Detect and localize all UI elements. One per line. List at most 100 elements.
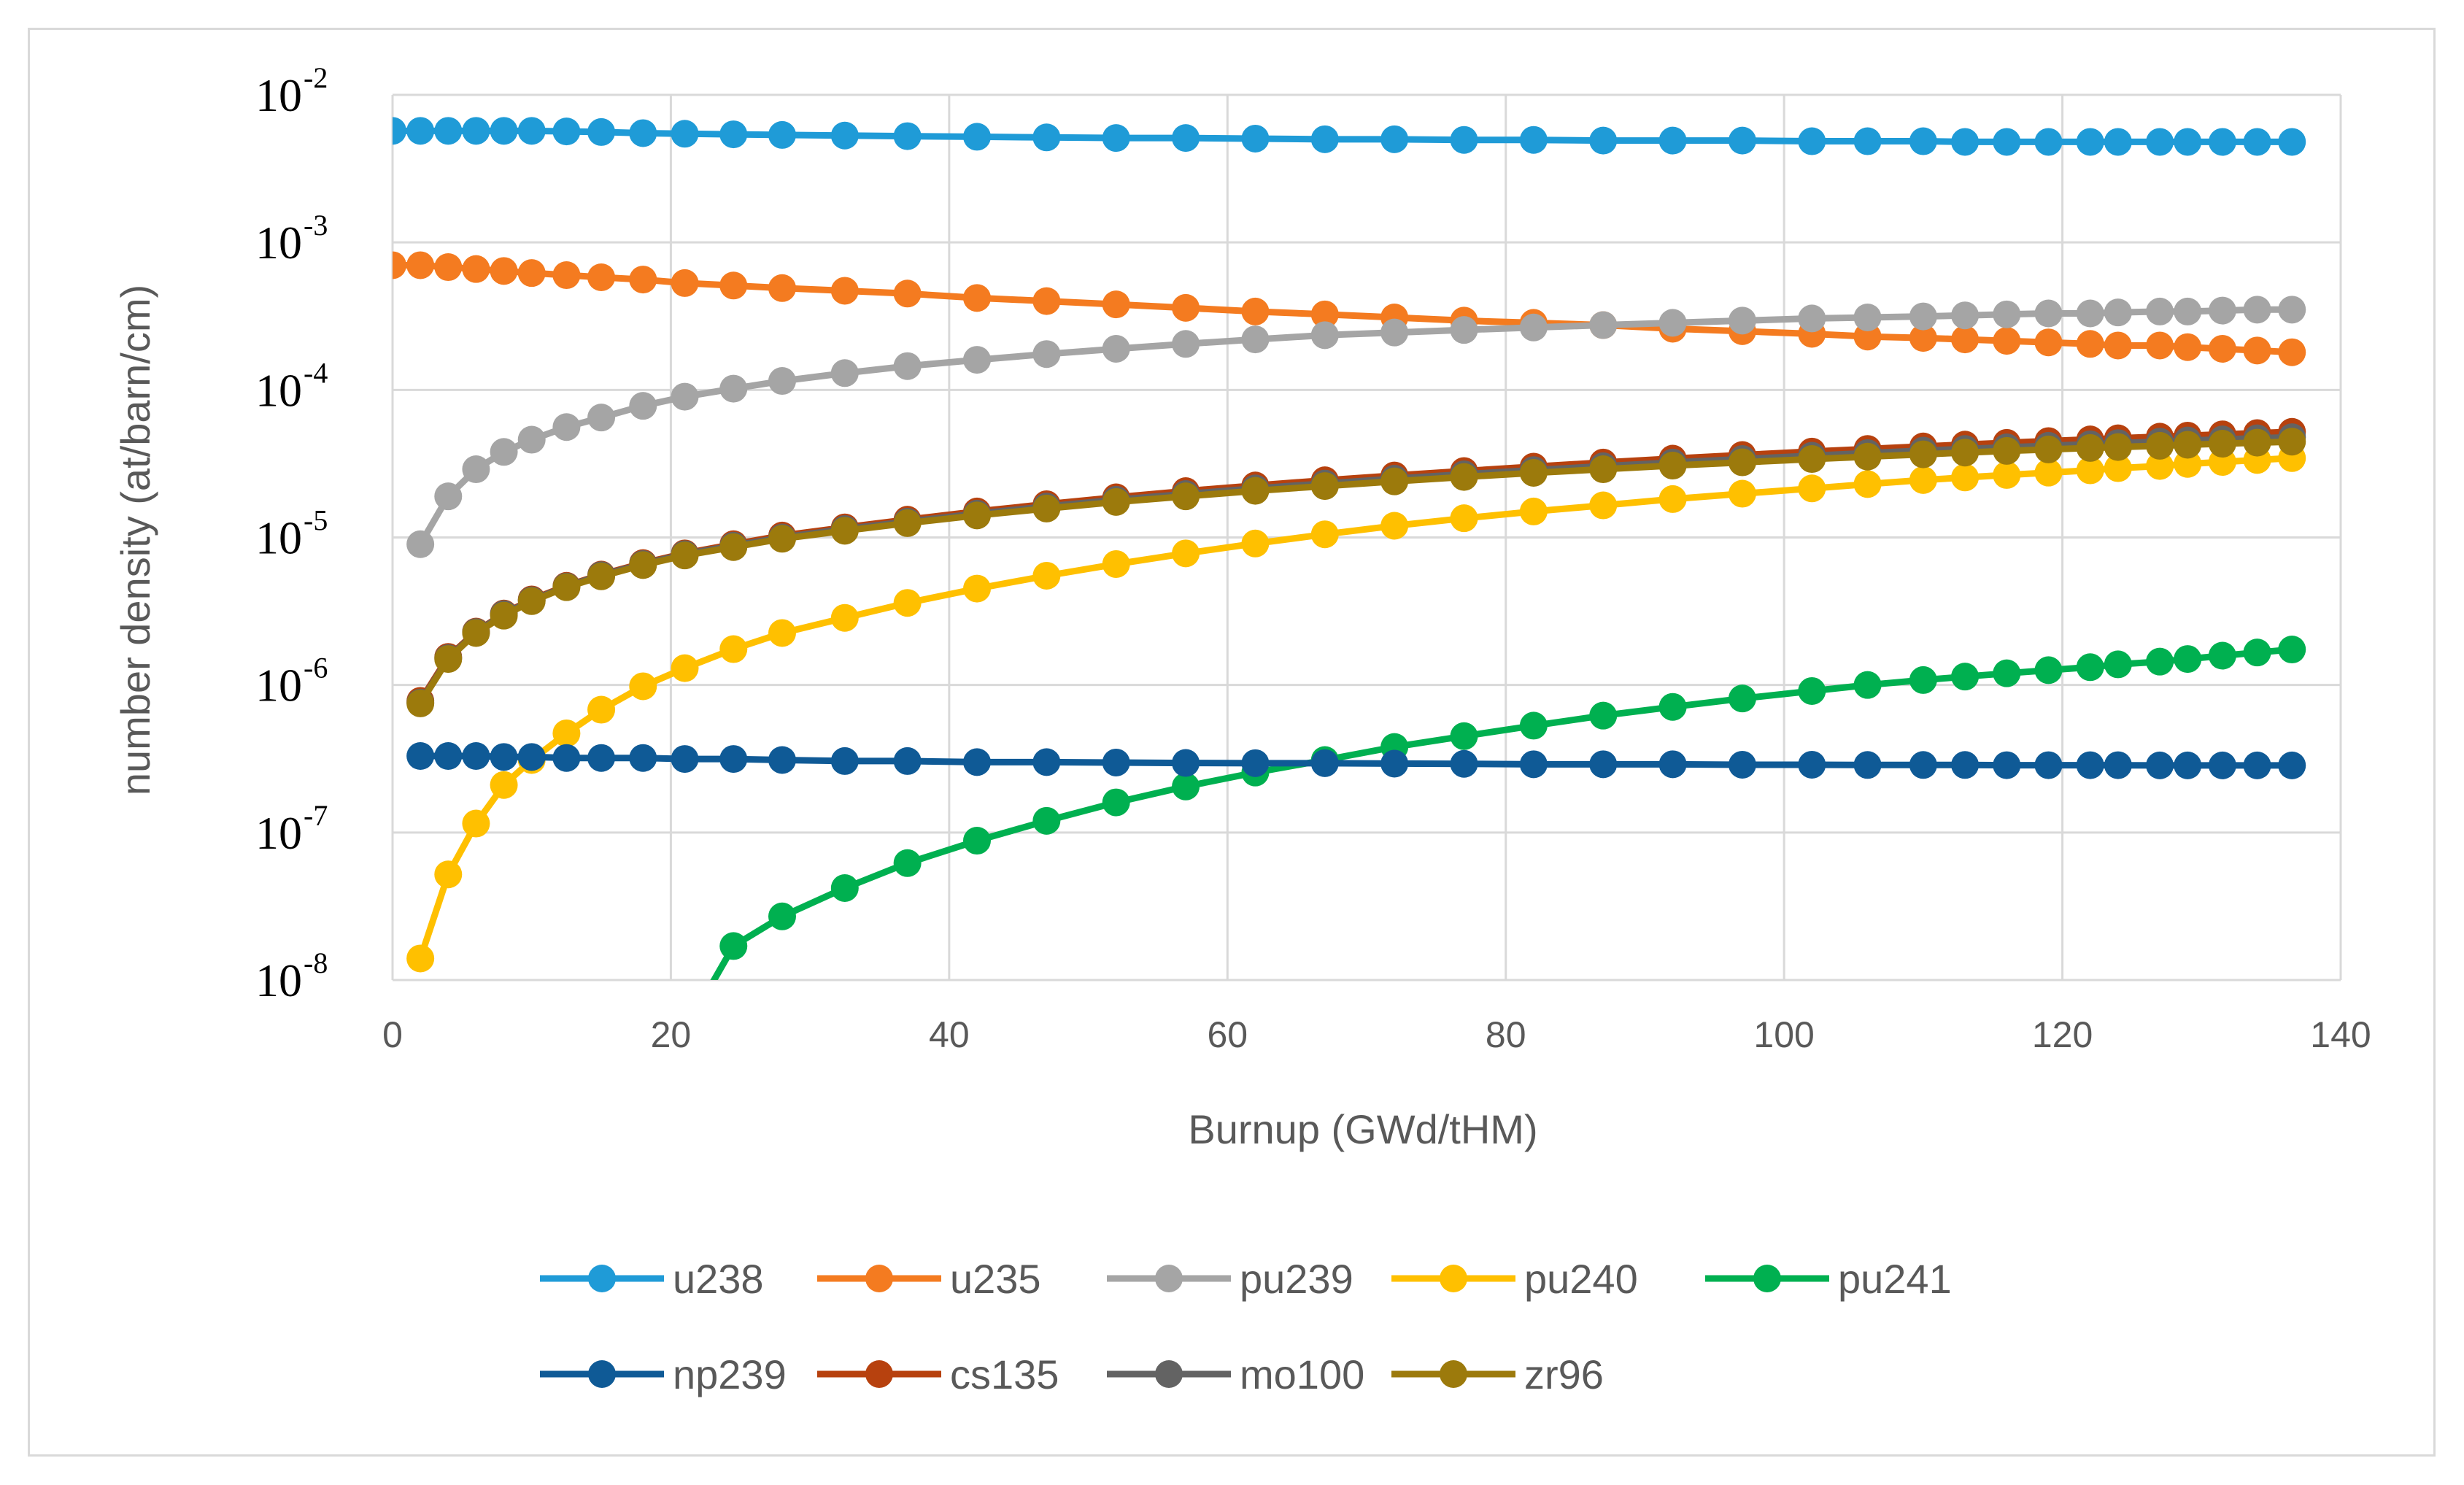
- legend-marker: [865, 1360, 893, 1388]
- y-tick-exponent: -4: [304, 356, 328, 389]
- data-point-zr96: [1519, 459, 1548, 487]
- data-point-pu240: [671, 654, 699, 682]
- data-point-u238: [768, 120, 796, 149]
- y-axis-ticks: 10-210-310-410-510-610-710-8: [255, 61, 328, 1006]
- data-point-zr96: [963, 501, 991, 530]
- data-point-u238: [1519, 126, 1548, 154]
- data-point-u238: [2278, 128, 2306, 156]
- data-point-zr96: [629, 551, 657, 579]
- x-tick-label: 140: [2310, 1014, 2371, 1055]
- data-point-pu241: [2243, 639, 2271, 667]
- data-point-u238: [2243, 128, 2271, 156]
- y-tick-exponent: -7: [304, 799, 328, 832]
- data-point-zr96: [2034, 435, 2063, 463]
- data-point-pu241: [2174, 645, 2202, 674]
- data-point-pu240: [587, 695, 616, 724]
- data-point-np239: [719, 745, 748, 774]
- data-point-pu239: [2104, 298, 2132, 327]
- legend-label: u238: [673, 1256, 764, 1302]
- data-point-u235: [587, 263, 616, 291]
- data-point-u235: [1241, 297, 1270, 325]
- data-point-pu239: [552, 413, 581, 441]
- data-point-u238: [1728, 126, 1756, 155]
- data-point-u235: [2174, 333, 2202, 361]
- data-point-pu240: [434, 860, 463, 889]
- data-point-u238: [671, 120, 699, 148]
- y-tick-base: 10: [255, 69, 302, 121]
- data-point-pu239: [719, 374, 748, 403]
- data-point-u238: [1032, 123, 1061, 152]
- data-point-pu240: [768, 619, 796, 647]
- data-point-pu239: [2208, 296, 2236, 325]
- data-point-pu240: [629, 672, 657, 701]
- data-point-pu241: [1951, 663, 1980, 691]
- legend-item-u235: u235: [817, 1256, 1041, 1302]
- data-point-pu241: [1658, 693, 1687, 721]
- legend-marker: [1155, 1360, 1183, 1388]
- data-point-u235: [2278, 338, 2306, 366]
- data-point-np239: [2146, 751, 2174, 779]
- data-point-np239: [490, 743, 518, 771]
- data-point-np239: [671, 745, 699, 774]
- data-point-np239: [1102, 748, 1130, 776]
- data-point-zr96: [434, 645, 463, 674]
- data-point-np239: [2208, 751, 2236, 779]
- data-point-pu239: [1450, 316, 1478, 344]
- data-point-pu239: [1951, 301, 1980, 330]
- data-point-pu241: [1450, 722, 1478, 750]
- data-point-pu240: [830, 603, 859, 632]
- data-point-pu240: [2174, 450, 2202, 478]
- data-point-u238: [517, 117, 546, 145]
- data-point-u238: [1853, 127, 1882, 155]
- data-point-zr96: [1798, 445, 1826, 474]
- data-point-pu240: [893, 589, 922, 617]
- data-point-pu239: [1172, 330, 1200, 358]
- data-point-u235: [1310, 300, 1339, 328]
- legend-item-mo100: mo100: [1107, 1351, 1364, 1397]
- data-point-u235: [406, 251, 435, 279]
- data-point-u238: [1450, 126, 1478, 154]
- data-point-u238: [587, 117, 616, 146]
- data-point-np239: [2076, 751, 2104, 779]
- data-point-np239: [1589, 750, 1618, 779]
- data-point-u235: [893, 279, 922, 308]
- data-point-zr96: [1728, 448, 1756, 477]
- data-point-pu239: [1993, 300, 2021, 328]
- data-point-pu241: [1798, 676, 1826, 705]
- data-point-u238: [2104, 128, 2132, 156]
- data-point-np239: [1658, 750, 1687, 779]
- data-point-np239: [1380, 749, 1409, 778]
- data-point-u235: [1102, 290, 1130, 319]
- data-point-zr96: [587, 562, 616, 590]
- data-point-u238: [490, 117, 518, 145]
- data-point-np239: [830, 747, 859, 775]
- data-point-pu240: [1310, 520, 1339, 549]
- y-tick-base: 10: [255, 364, 302, 416]
- data-point-np239: [1310, 749, 1339, 777]
- data-point-np239: [2104, 751, 2132, 779]
- x-axis-title: Burnup (GWd/tHM): [1188, 1106, 1537, 1152]
- data-point-u235: [462, 255, 490, 283]
- data-point-pu241: [1993, 659, 2021, 687]
- legend-label: pu239: [1240, 1256, 1353, 1302]
- data-point-pu239: [629, 392, 657, 420]
- y-tick-label: 10 -7: [255, 799, 328, 859]
- y-tick-label: 10 -2: [255, 61, 328, 121]
- legend-marker: [588, 1360, 616, 1388]
- data-point-zr96: [2146, 431, 2174, 460]
- data-point-pu240: [490, 771, 518, 799]
- data-point-pu240: [1172, 539, 1200, 568]
- data-point-zr96: [2076, 433, 2104, 462]
- data-point-u238: [552, 117, 581, 146]
- data-point-np239: [1728, 750, 1756, 779]
- data-point-zr96: [1241, 477, 1270, 505]
- data-point-pu239: [587, 404, 616, 432]
- x-tick-label: 80: [1486, 1014, 1526, 1055]
- data-point-pu241: [2146, 647, 2174, 676]
- legend-label: zr96: [1524, 1351, 1604, 1397]
- x-tick-label: 0: [382, 1014, 403, 1055]
- y-tick-base: 10: [255, 512, 302, 564]
- legend-marker: [1753, 1265, 1781, 1292]
- data-point-pu241: [719, 932, 748, 960]
